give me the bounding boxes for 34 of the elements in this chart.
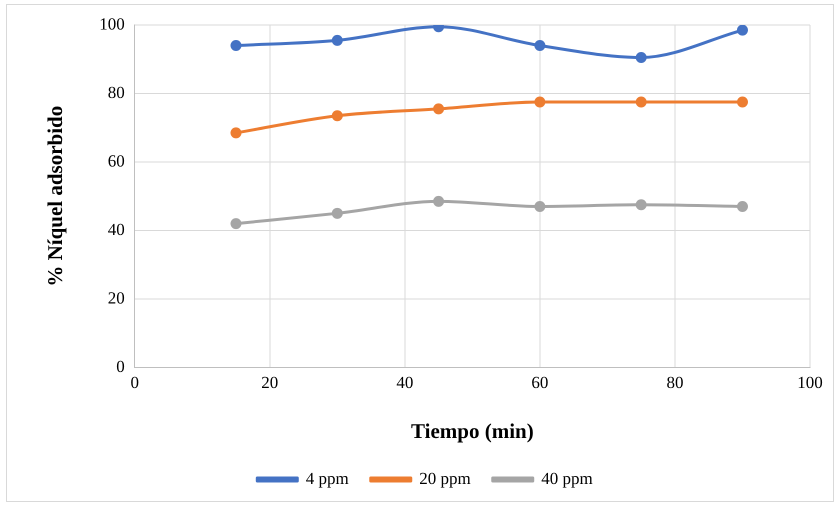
point bbox=[636, 52, 647, 64]
point bbox=[736, 96, 748, 108]
legend-label: 20 ppm bbox=[419, 468, 471, 488]
point bbox=[230, 218, 242, 230]
y-tick-label: 60 bbox=[108, 151, 125, 170]
point bbox=[332, 34, 343, 46]
point bbox=[736, 25, 748, 36]
x-tick-label: 60 bbox=[531, 373, 548, 392]
legend-label: 4 ppm bbox=[306, 468, 349, 488]
x-tick-label: 20 bbox=[261, 373, 278, 392]
point bbox=[433, 103, 444, 114]
point bbox=[534, 96, 546, 108]
x-tick-label: 100 bbox=[797, 373, 823, 392]
legend-label: 40 ppm bbox=[541, 468, 593, 488]
y-tick-label: 40 bbox=[108, 220, 125, 239]
point bbox=[636, 96, 647, 108]
x-tick-label: 80 bbox=[666, 373, 684, 392]
y-tick-label: 20 bbox=[108, 288, 125, 308]
y-tick-label: 80 bbox=[108, 82, 125, 102]
point bbox=[636, 199, 647, 210]
x-tick-label: 40 bbox=[396, 373, 414, 392]
y-axis-title: % Níquel adsorbido bbox=[43, 106, 68, 287]
point bbox=[534, 40, 546, 52]
x-axis-title: Tiempo (min) bbox=[411, 418, 534, 443]
point bbox=[230, 40, 242, 52]
y-tick-label: 100 bbox=[99, 14, 125, 34]
y-tick-label: 0 bbox=[116, 356, 125, 376]
x-tick-label: 0 bbox=[130, 373, 139, 392]
point bbox=[433, 196, 444, 207]
point bbox=[332, 110, 343, 122]
point bbox=[332, 208, 343, 219]
point bbox=[736, 200, 748, 212]
point bbox=[230, 127, 242, 138]
point bbox=[534, 200, 546, 212]
